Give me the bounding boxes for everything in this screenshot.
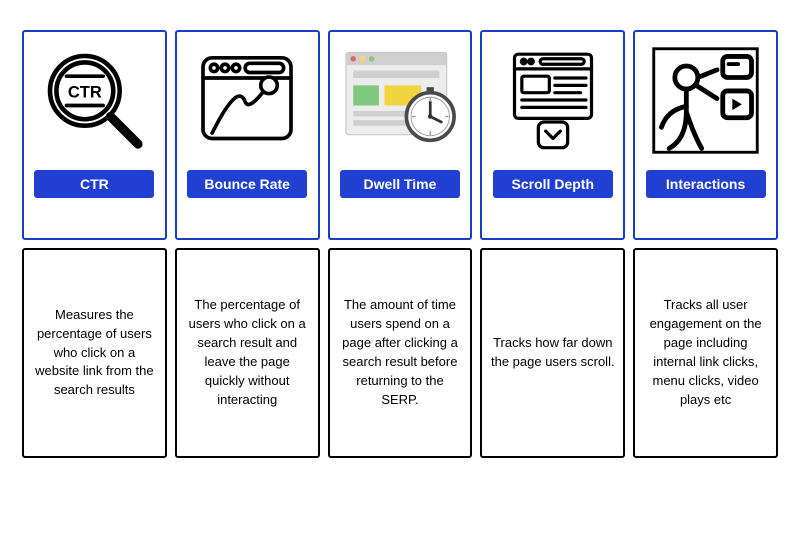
description-ctr: Measures the percentage of users who cli… xyxy=(32,306,157,400)
label-dwell: Dwell Time xyxy=(340,170,460,198)
svg-text:CTR: CTR xyxy=(68,83,102,101)
card-ctr-top: CTR CTR xyxy=(22,30,167,240)
card-scroll-bottom: Tracks how far down the page users scrol… xyxy=(480,248,625,458)
description-bounce: The percentage of users who click on a s… xyxy=(185,296,310,409)
label-scroll: Scroll Depth xyxy=(493,170,613,198)
card-bounce-top: Bounce Rate xyxy=(175,30,320,240)
card-ctr-bottom: Measures the percentage of users who cli… xyxy=(22,248,167,458)
label-ctr: CTR xyxy=(34,170,154,198)
magnifier-ctr-icon: CTR xyxy=(34,40,154,160)
browser-bounce-icon xyxy=(187,40,307,160)
card-bounce-bottom: The percentage of users who click on a s… xyxy=(175,248,320,458)
card-scroll-top: Scroll Depth xyxy=(480,30,625,240)
browser-scroll-icon xyxy=(493,40,613,160)
card-interactions-top: Interactions xyxy=(633,30,778,240)
browser-clock-icon xyxy=(340,40,460,160)
card-interactions-bottom: Tracks all user engagement on the page i… xyxy=(633,248,778,458)
hand-interactions-icon xyxy=(646,40,766,160)
infographic-grid: CTR CTR Bounce Rate xyxy=(0,0,800,488)
card-dwell-top: Dwell Time xyxy=(328,30,473,240)
card-dwell-bottom: The amount of time users spend on a page… xyxy=(328,248,473,458)
description-scroll: Tracks how far down the page users scrol… xyxy=(490,334,615,372)
label-bounce: Bounce Rate xyxy=(187,170,307,198)
label-interactions: Interactions xyxy=(646,170,766,198)
description-interactions: Tracks all user engagement on the page i… xyxy=(643,296,768,409)
description-dwell: The amount of time users spend on a page… xyxy=(338,296,463,409)
